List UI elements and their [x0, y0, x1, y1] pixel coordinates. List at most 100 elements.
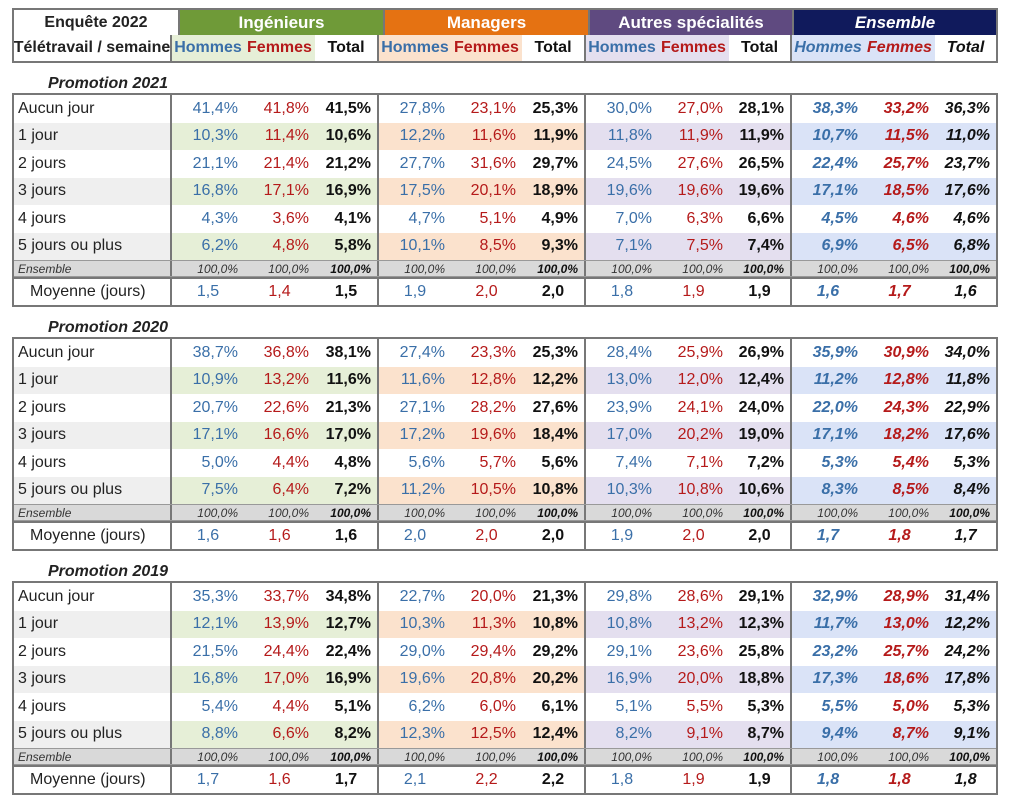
- subheader-total: Total: [740, 39, 779, 56]
- value-cell: 6,6%: [747, 209, 784, 227]
- value-cell: 27,1%: [399, 398, 445, 416]
- value-cell: 8,5%: [892, 481, 929, 499]
- value-cell: 12,8%: [470, 371, 516, 389]
- value-cell: 9,1%: [953, 725, 990, 743]
- value-cell: 24,3%: [883, 398, 929, 416]
- row-label: 3 jours: [14, 665, 172, 693]
- moyenne-value: 2,0: [748, 527, 771, 544]
- moyenne-value: 2,2: [541, 771, 565, 788]
- value-cell: 17,2%: [399, 426, 445, 444]
- value-cell: 19,0%: [738, 426, 784, 444]
- ensemble-value: 100,0%: [197, 749, 238, 764]
- value-cell: 38,1%: [325, 343, 371, 361]
- row-label: Aucun jour: [14, 95, 172, 123]
- moyenne-label: Moyenne (jours): [14, 523, 172, 549]
- value-cell: 7,5%: [686, 237, 723, 255]
- value-cell: 10,6%: [325, 127, 371, 145]
- value-cell: 12,1%: [192, 615, 238, 633]
- value-cell: 30,9%: [883, 343, 929, 361]
- moyenne-value: 2,2: [475, 771, 498, 788]
- value-cell: 5,6%: [541, 453, 578, 471]
- ensemble-value: 100,0%: [888, 749, 929, 764]
- value-cell: 5,7%: [479, 453, 516, 471]
- ensemble-label: Ensemble: [14, 505, 172, 520]
- value-cell: 5,6%: [408, 453, 445, 471]
- value-cell: 23,9%: [606, 398, 652, 416]
- section-title: Promotion 2020: [48, 319, 169, 336]
- value-cell: 18,6%: [883, 670, 929, 688]
- ensemble-label: Ensemble: [14, 749, 172, 764]
- ensemble-value: 100,0%: [949, 749, 990, 764]
- value-cell: 21,1%: [192, 154, 238, 172]
- row-label: 1 jour: [14, 366, 172, 394]
- value-cell: 7,4%: [747, 237, 784, 255]
- value-cell: 17,1%: [263, 182, 309, 200]
- value-cell: 27,7%: [399, 154, 445, 172]
- value-cell: 23,2%: [812, 642, 858, 660]
- value-cell: 36,8%: [263, 343, 309, 361]
- moyenne-value: 2,0: [541, 527, 565, 544]
- subheader-hommes: Hommes: [172, 35, 244, 61]
- moyenne-value: 1,6: [954, 283, 977, 300]
- value-cell: 7,4%: [615, 453, 652, 471]
- value-cell: 25,3%: [532, 99, 578, 117]
- value-cell: 19,6%: [738, 182, 784, 200]
- value-cell: 29,2%: [532, 642, 578, 660]
- value-cell: 11,6%: [400, 371, 445, 389]
- moyenne-value: 1,9: [610, 527, 634, 544]
- value-cell: 10,8%: [677, 481, 723, 499]
- value-cell: 6,4%: [272, 481, 309, 499]
- row-label: 5 jours ou plus: [14, 720, 172, 748]
- group-title-ingenieurs: Ingénieurs: [180, 8, 385, 35]
- subheader-total: Total: [946, 39, 985, 56]
- section-table: Aucun jour 35,3% 33,7% 34,8% 22,7% 20,0% 21,3%…: [12, 581, 998, 767]
- value-cell: 27,0%: [677, 99, 723, 117]
- value-cell: 6,6%: [272, 725, 309, 743]
- value-cell: 10,5%: [470, 481, 516, 499]
- value-cell: 11,9%: [533, 127, 578, 145]
- subheader-group-managers: Hommes Femmes Total: [379, 35, 586, 61]
- value-cell: 35,9%: [812, 343, 858, 361]
- value-cell: 5,1%: [479, 209, 516, 227]
- moyenne-value: 2,0: [475, 527, 498, 544]
- subheader-group-autres: Hommes Femmes Total: [586, 35, 792, 61]
- value-cell: 27,6%: [532, 398, 578, 416]
- value-cell: 26,5%: [738, 154, 784, 172]
- table-row: 3 jours 17,1% 16,6% 17,0% 17,2% 19,6% 18,4% 17,…: [14, 421, 996, 449]
- moyenne-value: 1,8: [610, 283, 634, 300]
- value-cell: 11,4%: [264, 127, 309, 145]
- moyenne-value: 1,8: [816, 771, 840, 788]
- value-cell: 12,4%: [738, 371, 784, 389]
- value-cell: 22,0%: [812, 398, 858, 416]
- value-cell: 28,6%: [677, 587, 723, 605]
- ensemble-value: 100,0%: [475, 505, 516, 520]
- row-label: 4 jours: [14, 205, 172, 233]
- value-cell: 20,7%: [192, 398, 238, 416]
- subheader-femmes: Femmes: [451, 35, 522, 61]
- value-cell: 29,0%: [399, 642, 445, 660]
- value-cell: 11,8%: [607, 127, 652, 145]
- ensemble-value: 100,0%: [330, 749, 371, 764]
- value-cell: 6,0%: [479, 697, 516, 715]
- subheader-group-ensemble: Hommes Femmes Total: [792, 35, 998, 61]
- row-label: 2 jours: [14, 394, 172, 422]
- row-label: 2 jours: [14, 638, 172, 666]
- value-cell: 21,4%: [263, 154, 309, 172]
- value-cell: 6,3%: [686, 209, 723, 227]
- value-cell: 20,2%: [677, 426, 723, 444]
- value-cell: 12,2%: [399, 127, 445, 145]
- ensemble-value: 100,0%: [268, 749, 309, 764]
- value-cell: 18,9%: [532, 182, 578, 200]
- value-cell: 4,4%: [272, 697, 309, 715]
- value-cell: 31,6%: [470, 154, 516, 172]
- moyenne-value: 2,0: [541, 283, 565, 300]
- moyenne-value: 1,6: [268, 771, 291, 788]
- value-cell: 18,8%: [738, 670, 784, 688]
- value-cell: 5,3%: [953, 697, 990, 715]
- value-cell: 29,1%: [738, 587, 784, 605]
- section-title: Promotion 2019: [48, 563, 169, 580]
- table-row: Aucun jour 35,3% 33,7% 34,8% 22,7% 20,0% 21,3%…: [14, 583, 996, 611]
- value-cell: 24,0%: [738, 398, 784, 416]
- value-cell: 12,2%: [944, 615, 990, 633]
- value-cell: 10,8%: [606, 615, 652, 633]
